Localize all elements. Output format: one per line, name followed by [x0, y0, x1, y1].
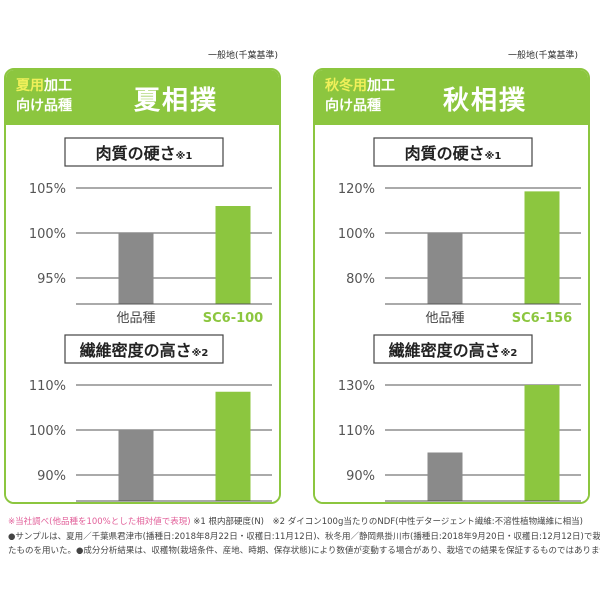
category-label: 他品種: [116, 310, 155, 326]
panel-title: 夏相撲: [134, 86, 219, 116]
bar-sc6-variety: [215, 391, 251, 501]
footnote-pink: ※当社調べ(他品種を100%とした相対値で表現): [8, 517, 191, 527]
chart-svg-left: 肉質の硬さ※1 105% 100% 95% 他品種 SC6-100 繊維密度の高さ※2 110…: [29, 137, 272, 502]
y-tick-label: 130%: [338, 379, 375, 394]
ribbon-rest: 加工: [367, 78, 395, 94]
y-tick-label: 100%: [29, 424, 66, 439]
chart-heading: 繊維密度の高さ※2: [80, 341, 209, 360]
bar-other-variety: [427, 233, 463, 304]
footnote-rest: ※1 根内部硬度(N) ※2 ダイコン100g当たりのNDF(中性デタージェント…: [193, 517, 583, 527]
y-tick-label: 90%: [37, 469, 66, 484]
ribbon-season: 夏用: [16, 78, 44, 94]
y-tick-label: 105%: [29, 182, 66, 197]
y-tick-label: 120%: [338, 182, 375, 197]
chart-heading-box: [64, 334, 224, 364]
footnote-line3: たものを用いた。●成分分析結果は、収穫物(栽培条件、産地、時期、保存状態)により…: [8, 546, 600, 556]
y-tick-label: 100%: [338, 227, 375, 242]
bar-other-variety: [118, 233, 154, 304]
category-label: SC6-100: [203, 311, 263, 326]
y-tick-label: 110%: [338, 424, 375, 439]
chart-heading: 繊維密度の高さ※2: [389, 341, 518, 360]
ribbon-line2: 向け品種: [16, 98, 72, 114]
chart-heading: 肉質の硬さ※1: [405, 144, 502, 163]
ribbon-label: 秋冬用加工 向け品種: [325, 76, 395, 116]
footnote-line1: ※当社調べ(他品種を100%とした相対値で表現) ※1 根内部硬度(N) ※2 …: [8, 516, 583, 529]
y-tick-label: 90%: [346, 469, 375, 484]
standard-note-right: 一般地(千葉基準): [508, 51, 579, 61]
chart-heading-box: [373, 137, 533, 167]
panel-header: 秋冬用加工 向け品種 秋相撲: [315, 70, 588, 125]
bar-other-variety: [427, 452, 463, 501]
ribbon-season: 秋冬用: [325, 78, 367, 94]
panel-summer: 夏用加工 向け品種 夏相撲 肉質の硬さ※1 105% 100% 95% 他品種 SC6-1…: [4, 68, 281, 504]
footnote-line2: ●サンプルは、夏用／千葉県君津市(播種日:2018年8月22日・収穫日:11月1…: [8, 532, 600, 542]
panel-header: 夏用加工 向け品種 夏相撲: [6, 70, 279, 125]
category-label: SC6-156: [512, 311, 572, 326]
chart-heading-box: [64, 137, 224, 167]
chart-area: 肉質の硬さ※1 120% 100% 80% 他品種 SC6-156 繊維密度の高さ※2 130…: [315, 125, 588, 502]
chart-heading: 肉質の硬さ※1: [96, 144, 193, 163]
panel-autumn: 秋冬用加工 向け品種 秋相撲 肉質の硬さ※1 120% 100% 80% 他品種 SC6-…: [313, 68, 590, 504]
y-tick-label: 95%: [37, 272, 66, 287]
chart-area: 肉質の硬さ※1 105% 100% 95% 他品種 SC6-100 繊維密度の高さ※2 110…: [6, 125, 279, 502]
y-tick-label: 80%: [346, 272, 375, 287]
bar-sc6-variety: [215, 206, 251, 304]
ribbon-line2: 向け品種: [325, 98, 381, 114]
standard-note-left: 一般地(千葉基準): [208, 51, 279, 61]
ribbon-label: 夏用加工 向け品種: [16, 76, 72, 116]
bar-sc6-variety: [524, 191, 560, 304]
category-label: 他品種: [425, 310, 464, 326]
ribbon-rest: 加工: [44, 78, 72, 94]
y-tick-label: 110%: [29, 379, 66, 394]
bar-other-variety: [118, 430, 154, 501]
panel-title: 秋相撲: [443, 86, 528, 116]
bar-sc6-variety: [524, 385, 560, 501]
chart-svg-right: 肉質の硬さ※1 120% 100% 80% 他品種 SC6-156 繊維密度の高さ※2 130…: [338, 137, 581, 502]
chart-heading-box: [373, 334, 533, 364]
y-tick-label: 100%: [29, 227, 66, 242]
